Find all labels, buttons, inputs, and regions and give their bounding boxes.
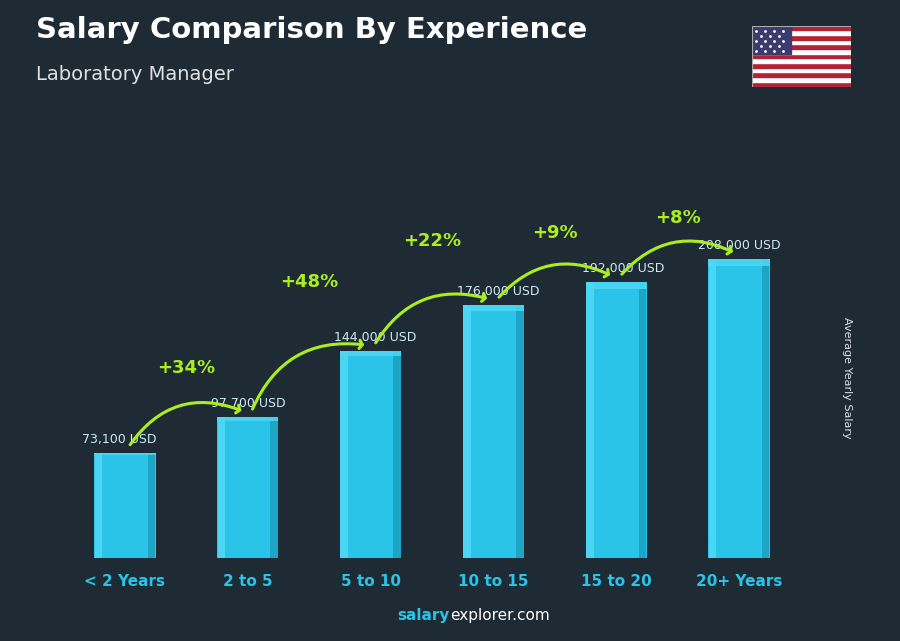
Bar <box>270 417 278 558</box>
Bar <box>586 282 647 558</box>
Bar <box>340 351 347 558</box>
Bar <box>752 30 850 35</box>
Bar <box>708 259 770 558</box>
Bar <box>218 417 225 558</box>
Bar <box>752 26 791 54</box>
Bar <box>148 453 155 558</box>
Text: salary: salary <box>398 608 450 623</box>
Bar <box>94 453 156 455</box>
Bar <box>708 259 770 267</box>
Bar <box>217 417 278 421</box>
Text: 208,000 USD: 208,000 USD <box>698 239 780 252</box>
Bar <box>94 453 156 558</box>
Text: explorer.com: explorer.com <box>450 608 550 623</box>
Bar <box>709 259 716 558</box>
Bar <box>752 44 850 49</box>
Bar <box>752 40 850 44</box>
Bar <box>752 58 850 63</box>
Bar <box>752 49 850 54</box>
Text: +48%: +48% <box>280 272 338 290</box>
Bar <box>752 35 850 40</box>
Bar <box>463 305 524 312</box>
Bar <box>752 82 850 87</box>
Bar <box>752 72 850 77</box>
Text: Average Yearly Salary: Average Yearly Salary <box>842 317 851 439</box>
Text: 176,000 USD: 176,000 USD <box>456 285 539 298</box>
Bar <box>752 77 850 82</box>
Bar <box>752 63 850 68</box>
Text: +9%: +9% <box>532 224 578 242</box>
Text: 144,000 USD: 144,000 USD <box>334 331 416 344</box>
Bar <box>393 351 400 558</box>
Bar <box>217 417 278 558</box>
Text: 73,100 USD: 73,100 USD <box>82 433 157 445</box>
Bar <box>586 282 594 558</box>
Bar <box>639 282 646 558</box>
Bar <box>340 351 401 558</box>
Bar <box>762 259 770 558</box>
Text: +34%: +34% <box>158 359 215 377</box>
Bar <box>340 351 401 356</box>
Text: Salary Comparison By Experience: Salary Comparison By Experience <box>36 16 587 44</box>
Bar <box>94 453 102 558</box>
Bar <box>586 282 647 289</box>
Bar <box>463 305 524 558</box>
Text: +22%: +22% <box>403 233 461 251</box>
Bar <box>752 68 850 72</box>
Text: 192,000 USD: 192,000 USD <box>582 262 664 275</box>
Bar <box>464 305 471 558</box>
Bar <box>517 305 524 558</box>
Text: +8%: +8% <box>655 210 700 228</box>
Text: 97,700 USD: 97,700 USD <box>211 397 285 410</box>
Bar <box>752 54 850 58</box>
Bar <box>752 26 850 30</box>
Text: Laboratory Manager: Laboratory Manager <box>36 65 234 85</box>
